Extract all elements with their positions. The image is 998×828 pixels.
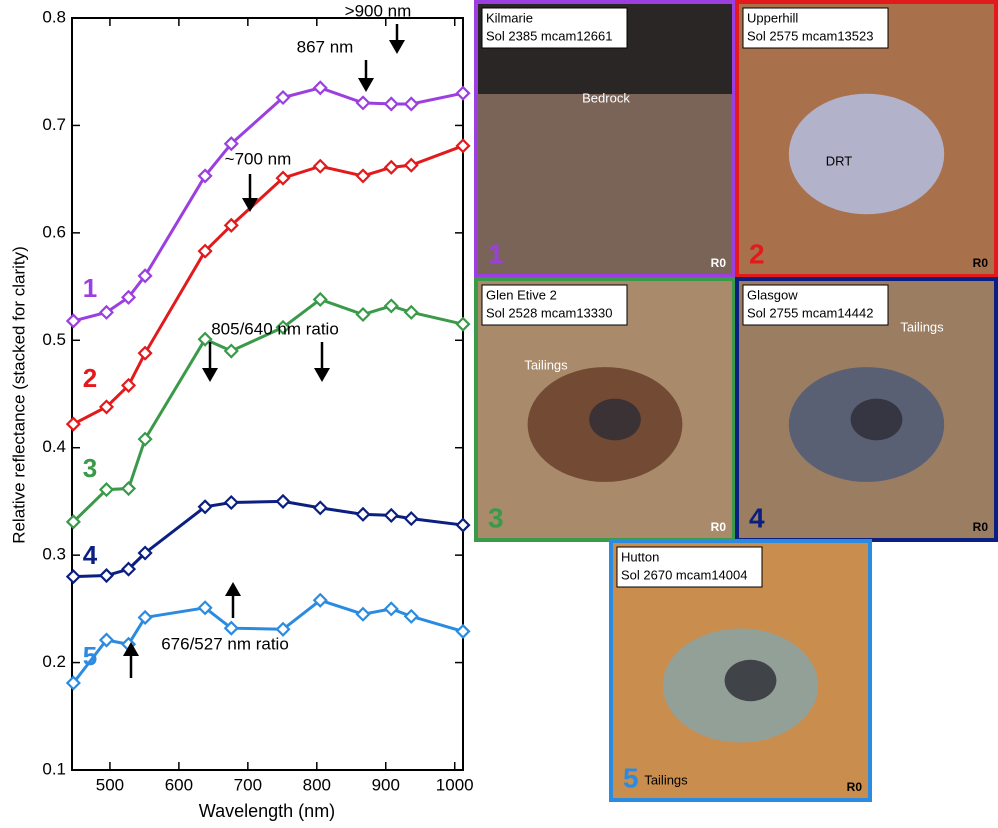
y-axis-label: Relative reflectance (stacked for clarit… [9, 246, 28, 544]
data-point [457, 87, 469, 99]
data-point [225, 345, 237, 357]
data-point [277, 495, 289, 507]
x-axis-label: Wavelength (nm) [199, 801, 335, 821]
x-tick-label: 600 [165, 775, 193, 794]
panel-badge: R0 [847, 780, 863, 794]
panel-callout: DRT [826, 153, 853, 168]
y-tick-label: 0.4 [42, 437, 66, 456]
x-tick-label: 700 [234, 775, 262, 794]
y-tick-label: 0.3 [42, 545, 66, 564]
data-point [357, 508, 369, 520]
panel-feature-core [851, 399, 903, 441]
panel-sol: Sol 2385 mcam12661 [486, 28, 612, 43]
data-point [457, 318, 469, 330]
data-point [405, 513, 417, 525]
data-point [100, 570, 112, 582]
data-point [67, 315, 79, 327]
panel-sol: Sol 2670 mcam14004 [621, 567, 747, 582]
data-point [457, 519, 469, 531]
annotation-arrowhead [389, 40, 405, 54]
series-label: 1 [83, 273, 97, 303]
data-point [67, 418, 79, 430]
annotation-arrowhead [358, 78, 374, 92]
y-tick-label: 0.6 [42, 222, 66, 241]
annotation: ~700 nm [225, 149, 292, 168]
panel-feature-core [725, 660, 777, 701]
annotation-arrowhead [225, 582, 241, 596]
panel-number: 4 [749, 502, 765, 533]
data-point [385, 300, 397, 312]
annotation: 676/527 nm ratio [161, 634, 289, 653]
data-point [405, 98, 417, 110]
series-label: 5 [83, 641, 97, 671]
annotation: 867 nm [297, 37, 354, 56]
panel-number: 2 [749, 238, 765, 269]
figure: Wavelength (nm) Relative reflectance (st… [0, 0, 998, 828]
panel-name: Glasgow [747, 287, 798, 302]
data-point [385, 603, 397, 615]
x-tick-label: 800 [303, 775, 331, 794]
data-point [357, 97, 369, 109]
panel-number: 1 [488, 238, 504, 269]
data-point [457, 625, 469, 637]
x-tick-label: 900 [372, 775, 400, 794]
panel-badge: R0 [973, 256, 989, 270]
data-point [357, 170, 369, 182]
series-line [73, 88, 463, 321]
y-tick-label: 0.5 [42, 330, 66, 349]
panel-name: Hutton [621, 549, 659, 564]
y-tick-label: 0.8 [42, 7, 66, 26]
panel-name: Kilmarie [486, 10, 533, 25]
series-label: 4 [83, 540, 98, 570]
data-point [405, 610, 417, 622]
data-point [385, 509, 397, 521]
panel-number: 3 [488, 502, 504, 533]
y-tick-label: 0.7 [42, 115, 66, 134]
data-point [314, 160, 326, 172]
annotation-arrowhead [314, 368, 330, 382]
y-tick-label: 0.1 [42, 759, 66, 778]
panel-badge: R0 [711, 520, 727, 534]
panel-badge: R0 [973, 520, 989, 534]
x-tick-label: 1000 [436, 775, 474, 794]
series-label: 3 [83, 453, 97, 483]
panel-callout: Tailings [524, 357, 568, 372]
data-point [314, 82, 326, 94]
data-point [225, 497, 237, 509]
panel-sol: Sol 2528 mcam13330 [486, 305, 612, 320]
data-point [385, 98, 397, 110]
data-point [123, 483, 135, 495]
panel-callout: Tailings [644, 772, 688, 787]
x-tick-label: 500 [96, 775, 124, 794]
data-point [385, 161, 397, 173]
series-label: 2 [83, 363, 97, 393]
data-point [314, 502, 326, 514]
annotation-arrowhead [202, 368, 218, 382]
panel-feature-core [589, 399, 641, 441]
panel-callout: Tailings [900, 319, 944, 334]
y-tick-label: 0.2 [42, 652, 66, 671]
data-point [405, 159, 417, 171]
panel-name: Upperhill [747, 10, 798, 25]
panel-badge: R0 [711, 256, 727, 270]
panel-callout: Bedrock [582, 90, 630, 105]
annotation: 805/640 nm ratio [211, 319, 339, 338]
data-point [457, 140, 469, 152]
data-point [357, 608, 369, 620]
annotation: >900 nm [345, 1, 412, 20]
panel-number: 5 [623, 762, 639, 793]
data-point [67, 571, 79, 583]
panel-sol: Sol 2575 mcam13523 [747, 28, 873, 43]
data-point [405, 306, 417, 318]
panel-sol: Sol 2755 mcam14442 [747, 305, 873, 320]
panel-name: Glen Etive 2 [486, 287, 557, 302]
data-point [357, 309, 369, 321]
